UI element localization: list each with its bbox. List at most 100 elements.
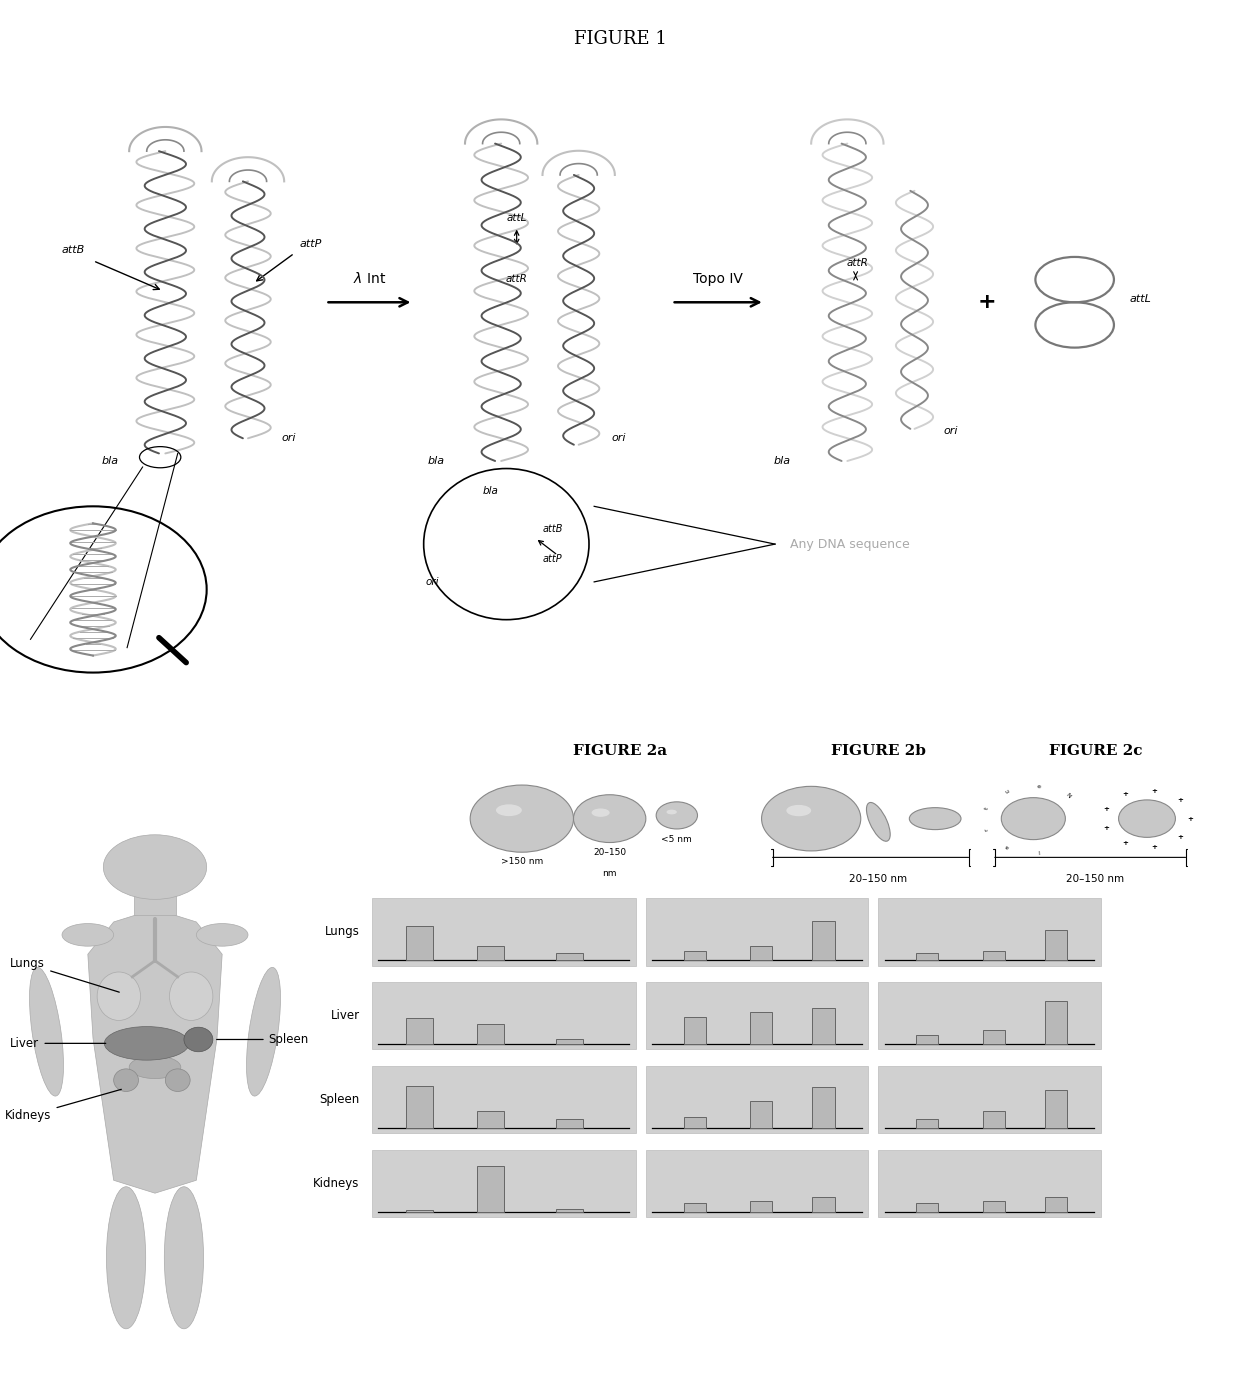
Text: Kidneys: Kidneys — [5, 1090, 122, 1123]
Ellipse shape — [667, 809, 677, 815]
Bar — [646, 1150, 868, 1217]
Circle shape — [103, 835, 207, 900]
Ellipse shape — [909, 808, 961, 830]
Bar — [407, 926, 433, 960]
Text: nm: nm — [603, 868, 618, 878]
Text: attR: attR — [847, 258, 868, 268]
Bar — [916, 1118, 939, 1128]
Bar — [646, 897, 868, 966]
Bar — [557, 1039, 583, 1044]
Bar — [878, 1150, 1101, 1217]
Text: l: l — [1038, 848, 1040, 853]
Text: attR: attR — [506, 273, 527, 283]
Bar — [812, 1087, 835, 1128]
Bar — [407, 1210, 433, 1212]
Bar — [916, 954, 939, 960]
Bar — [683, 1202, 706, 1212]
Text: Spleen: Spleen — [320, 1094, 360, 1106]
Text: FIGURE 2b: FIGURE 2b — [831, 745, 926, 758]
Text: +: + — [1177, 834, 1183, 840]
Bar — [134, 890, 176, 915]
Bar — [916, 1035, 939, 1044]
Ellipse shape — [97, 971, 140, 1021]
Bar — [477, 945, 503, 960]
Bar — [1045, 1090, 1068, 1128]
Text: 20–150: 20–150 — [593, 848, 626, 857]
Bar — [372, 1150, 635, 1217]
Bar — [407, 1018, 433, 1044]
Bar — [557, 1118, 583, 1128]
Ellipse shape — [761, 786, 861, 851]
Bar — [372, 981, 635, 1050]
Ellipse shape — [196, 923, 248, 947]
Text: +: + — [1152, 787, 1157, 794]
Text: ori: ori — [281, 433, 295, 444]
Text: 20–150 nm: 20–150 nm — [849, 874, 908, 883]
Ellipse shape — [164, 1187, 203, 1329]
Text: Topo IV: Topo IV — [693, 272, 743, 286]
Text: ori: ori — [611, 433, 626, 444]
Bar — [1045, 1002, 1068, 1044]
Text: attP: attP — [300, 239, 322, 249]
Ellipse shape — [656, 802, 697, 829]
Bar — [477, 1024, 503, 1044]
Bar — [557, 954, 583, 960]
Bar — [812, 1009, 835, 1044]
Text: $\lambda$ Int: $\lambda$ Int — [353, 271, 386, 286]
Bar — [372, 1066, 635, 1134]
Text: >150 nm: >150 nm — [501, 857, 543, 867]
Text: r: r — [983, 827, 990, 831]
Text: u: u — [1004, 789, 1009, 794]
Bar — [878, 1066, 1101, 1134]
Text: +: + — [1177, 797, 1183, 804]
Ellipse shape — [470, 785, 573, 852]
Text: bla: bla — [428, 456, 444, 466]
Text: bla: bla — [102, 456, 119, 466]
Ellipse shape — [30, 967, 63, 1096]
Bar — [683, 1017, 706, 1044]
Text: attP: attP — [543, 554, 562, 565]
Text: Kidneys: Kidneys — [314, 1178, 360, 1190]
Text: N: N — [1065, 793, 1071, 800]
Bar — [878, 897, 1101, 966]
Ellipse shape — [165, 1069, 190, 1091]
Text: <5 nm: <5 nm — [661, 835, 692, 844]
Bar — [812, 1197, 835, 1212]
Ellipse shape — [184, 1028, 213, 1051]
Ellipse shape — [104, 1026, 188, 1061]
Bar — [1045, 1197, 1068, 1212]
Ellipse shape — [591, 808, 610, 816]
Bar — [646, 1066, 868, 1134]
Text: attL: attL — [506, 213, 527, 223]
Text: Liver: Liver — [331, 1009, 360, 1022]
Text: ori: ori — [425, 577, 439, 587]
Text: Lungs: Lungs — [325, 925, 360, 938]
Bar — [646, 981, 868, 1050]
Bar — [683, 1117, 706, 1128]
Bar — [407, 1085, 433, 1128]
Bar — [750, 945, 773, 960]
Polygon shape — [88, 910, 222, 1193]
Ellipse shape — [170, 971, 213, 1021]
Text: attL: attL — [1130, 294, 1151, 304]
Text: bla: bla — [774, 456, 791, 466]
Text: attB: attB — [543, 523, 563, 534]
Bar — [983, 1029, 1004, 1044]
Ellipse shape — [1002, 798, 1065, 840]
Text: +: + — [1122, 791, 1128, 797]
Text: +: + — [1122, 841, 1128, 846]
Text: Spleen: Spleen — [217, 1033, 309, 1046]
Bar — [983, 1112, 1004, 1128]
Text: FIGURE 2a: FIGURE 2a — [573, 745, 667, 758]
Text: bla: bla — [482, 486, 498, 496]
Ellipse shape — [786, 805, 811, 816]
Ellipse shape — [573, 794, 646, 842]
Text: t: t — [983, 807, 990, 809]
Text: e: e — [1037, 783, 1042, 789]
Text: FIGURE 2c: FIGURE 2c — [1049, 745, 1142, 758]
Text: ori: ori — [944, 426, 959, 436]
Ellipse shape — [1118, 800, 1176, 837]
Bar — [1045, 930, 1068, 960]
Ellipse shape — [114, 1069, 139, 1091]
Ellipse shape — [867, 802, 890, 841]
